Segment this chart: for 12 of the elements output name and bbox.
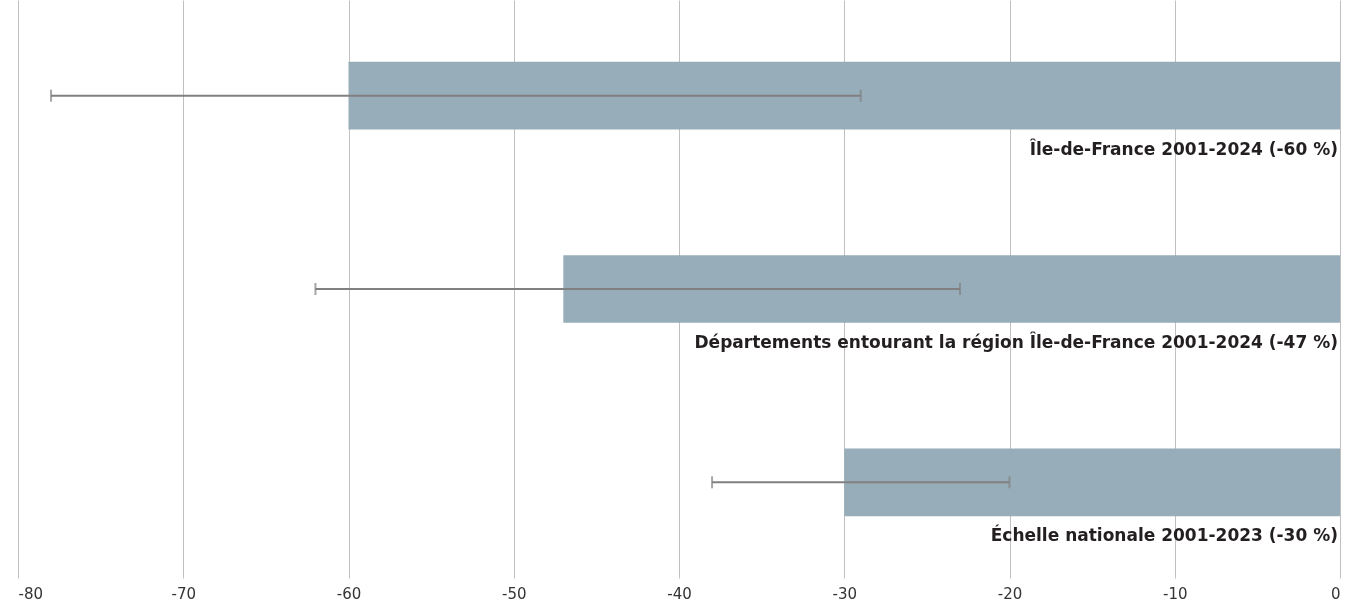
- x-tick-label: -70: [171, 584, 196, 603]
- x-tick-label: -80: [18, 584, 43, 603]
- x-tick-label: -10: [1163, 584, 1188, 603]
- x-tick-label: -30: [832, 584, 857, 603]
- x-tick-label: 0: [1330, 584, 1341, 603]
- x-tick-label: -40: [667, 584, 692, 603]
- x-tick-label: -50: [502, 584, 527, 603]
- y-tick-label: Île-de-France 2001-2024 (-60 %): [1029, 137, 1338, 159]
- y-tick-label: Échelle nationale 2001-2023 (-30 %): [990, 524, 1338, 546]
- x-tick-label: -20: [997, 584, 1023, 603]
- y-tick-label: Départements entourant la région Île-de-France 2001-2024 (-47 %): [694, 331, 1338, 352]
- x-tick-label: -60: [336, 584, 362, 603]
